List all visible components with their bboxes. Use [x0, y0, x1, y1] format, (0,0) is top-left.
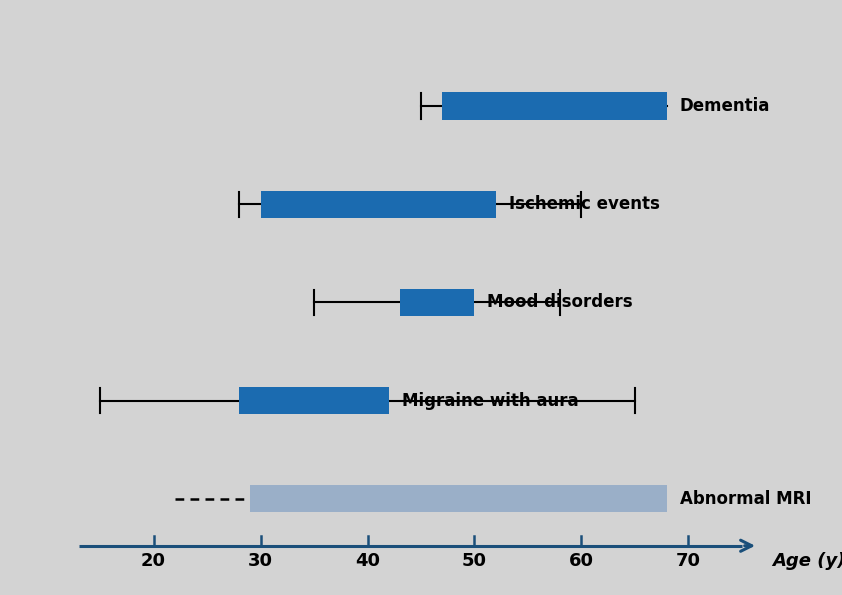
- Bar: [442, 92, 667, 120]
- Text: 70: 70: [676, 552, 701, 569]
- Bar: [400, 289, 475, 316]
- Text: Ischemic events: Ischemic events: [509, 195, 659, 213]
- Text: Mood disorders: Mood disorders: [488, 293, 633, 311]
- Text: Dementia: Dementia: [679, 97, 770, 115]
- Text: 30: 30: [248, 552, 273, 569]
- Text: 60: 60: [569, 552, 594, 569]
- Text: 40: 40: [355, 552, 380, 569]
- Text: 50: 50: [462, 552, 487, 569]
- Bar: [239, 387, 389, 414]
- Bar: [260, 190, 496, 218]
- Text: Migraine with aura: Migraine with aura: [402, 392, 578, 409]
- Text: 20: 20: [141, 552, 166, 569]
- Text: Abnormal MRI: Abnormal MRI: [679, 490, 812, 508]
- Text: Age (y): Age (y): [772, 552, 842, 569]
- Bar: [250, 485, 667, 512]
